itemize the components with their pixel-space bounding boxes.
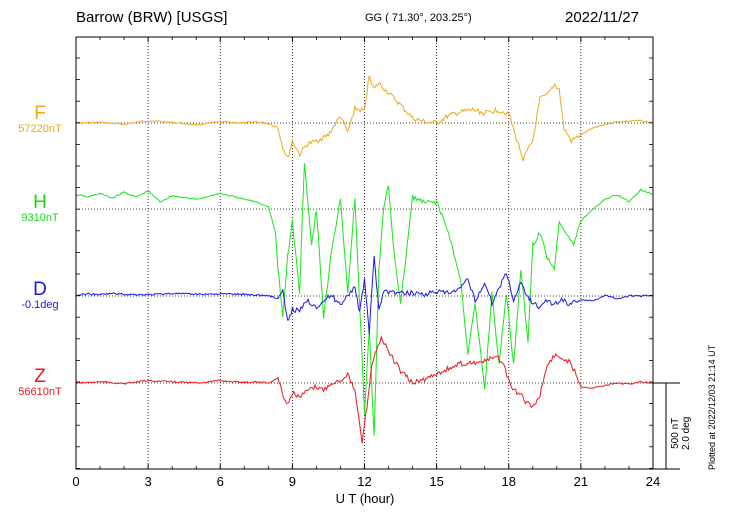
x-tick-label: 6 xyxy=(217,474,224,489)
trace-label-h: H 9310nT xyxy=(10,193,70,224)
trace-name-z: Z xyxy=(34,366,46,387)
scale-bar-nt: 500 nT xyxy=(670,417,681,449)
trace-baseline-d: -0.1deg xyxy=(21,299,59,311)
trace-label-z: Z 56610nT xyxy=(10,367,70,398)
x-tick-label: 9 xyxy=(289,474,296,489)
trace-baseline-f: 57220nT xyxy=(18,123,62,135)
x-tick-label: 12 xyxy=(357,474,371,489)
trace-line-h xyxy=(75,163,654,436)
chart-grid xyxy=(76,37,653,469)
trace-name-h: H xyxy=(33,192,47,213)
x-tick-label: 15 xyxy=(429,474,443,489)
chart-traces xyxy=(75,75,654,444)
scale-bar-label: 500 nT 2.0 deg xyxy=(670,417,692,450)
x-tick-label: 24 xyxy=(646,474,660,489)
trace-label-f: F 57220nT xyxy=(10,104,70,135)
station-title: Barrow (BRW) [USGS] xyxy=(76,9,228,26)
chart-frame xyxy=(75,36,680,470)
trace-name-f: F xyxy=(34,103,46,124)
trace-line-f xyxy=(76,75,653,162)
trace-label-d: D -0.1deg xyxy=(10,280,70,311)
x-axis-label: U T (hour) xyxy=(336,491,395,506)
trace-baseline-z: 56610nT xyxy=(18,386,62,398)
plotted-timestamp: Plotted at 2022/12/03 21:14 UT xyxy=(707,344,717,470)
x-tick-label: 18 xyxy=(502,474,516,489)
trace-name-d: D xyxy=(33,279,47,300)
station-coordinates: GG ( 71.30°, 203.25°) xyxy=(365,12,472,24)
trace-baseline-h: 9310nT xyxy=(21,212,59,224)
x-axis: 0 3 6 9 12 15 18 21 24 xyxy=(72,37,660,489)
x-tick-label: 21 xyxy=(574,474,588,489)
scale-bar-deg: 2.0 deg xyxy=(681,416,692,450)
plot-date: 2022/11/27 xyxy=(565,9,639,26)
x-tick-label: 0 xyxy=(72,474,79,489)
trace-line-z xyxy=(76,335,654,444)
trace-line-d xyxy=(75,255,654,335)
x-tick-label: 3 xyxy=(145,474,152,489)
